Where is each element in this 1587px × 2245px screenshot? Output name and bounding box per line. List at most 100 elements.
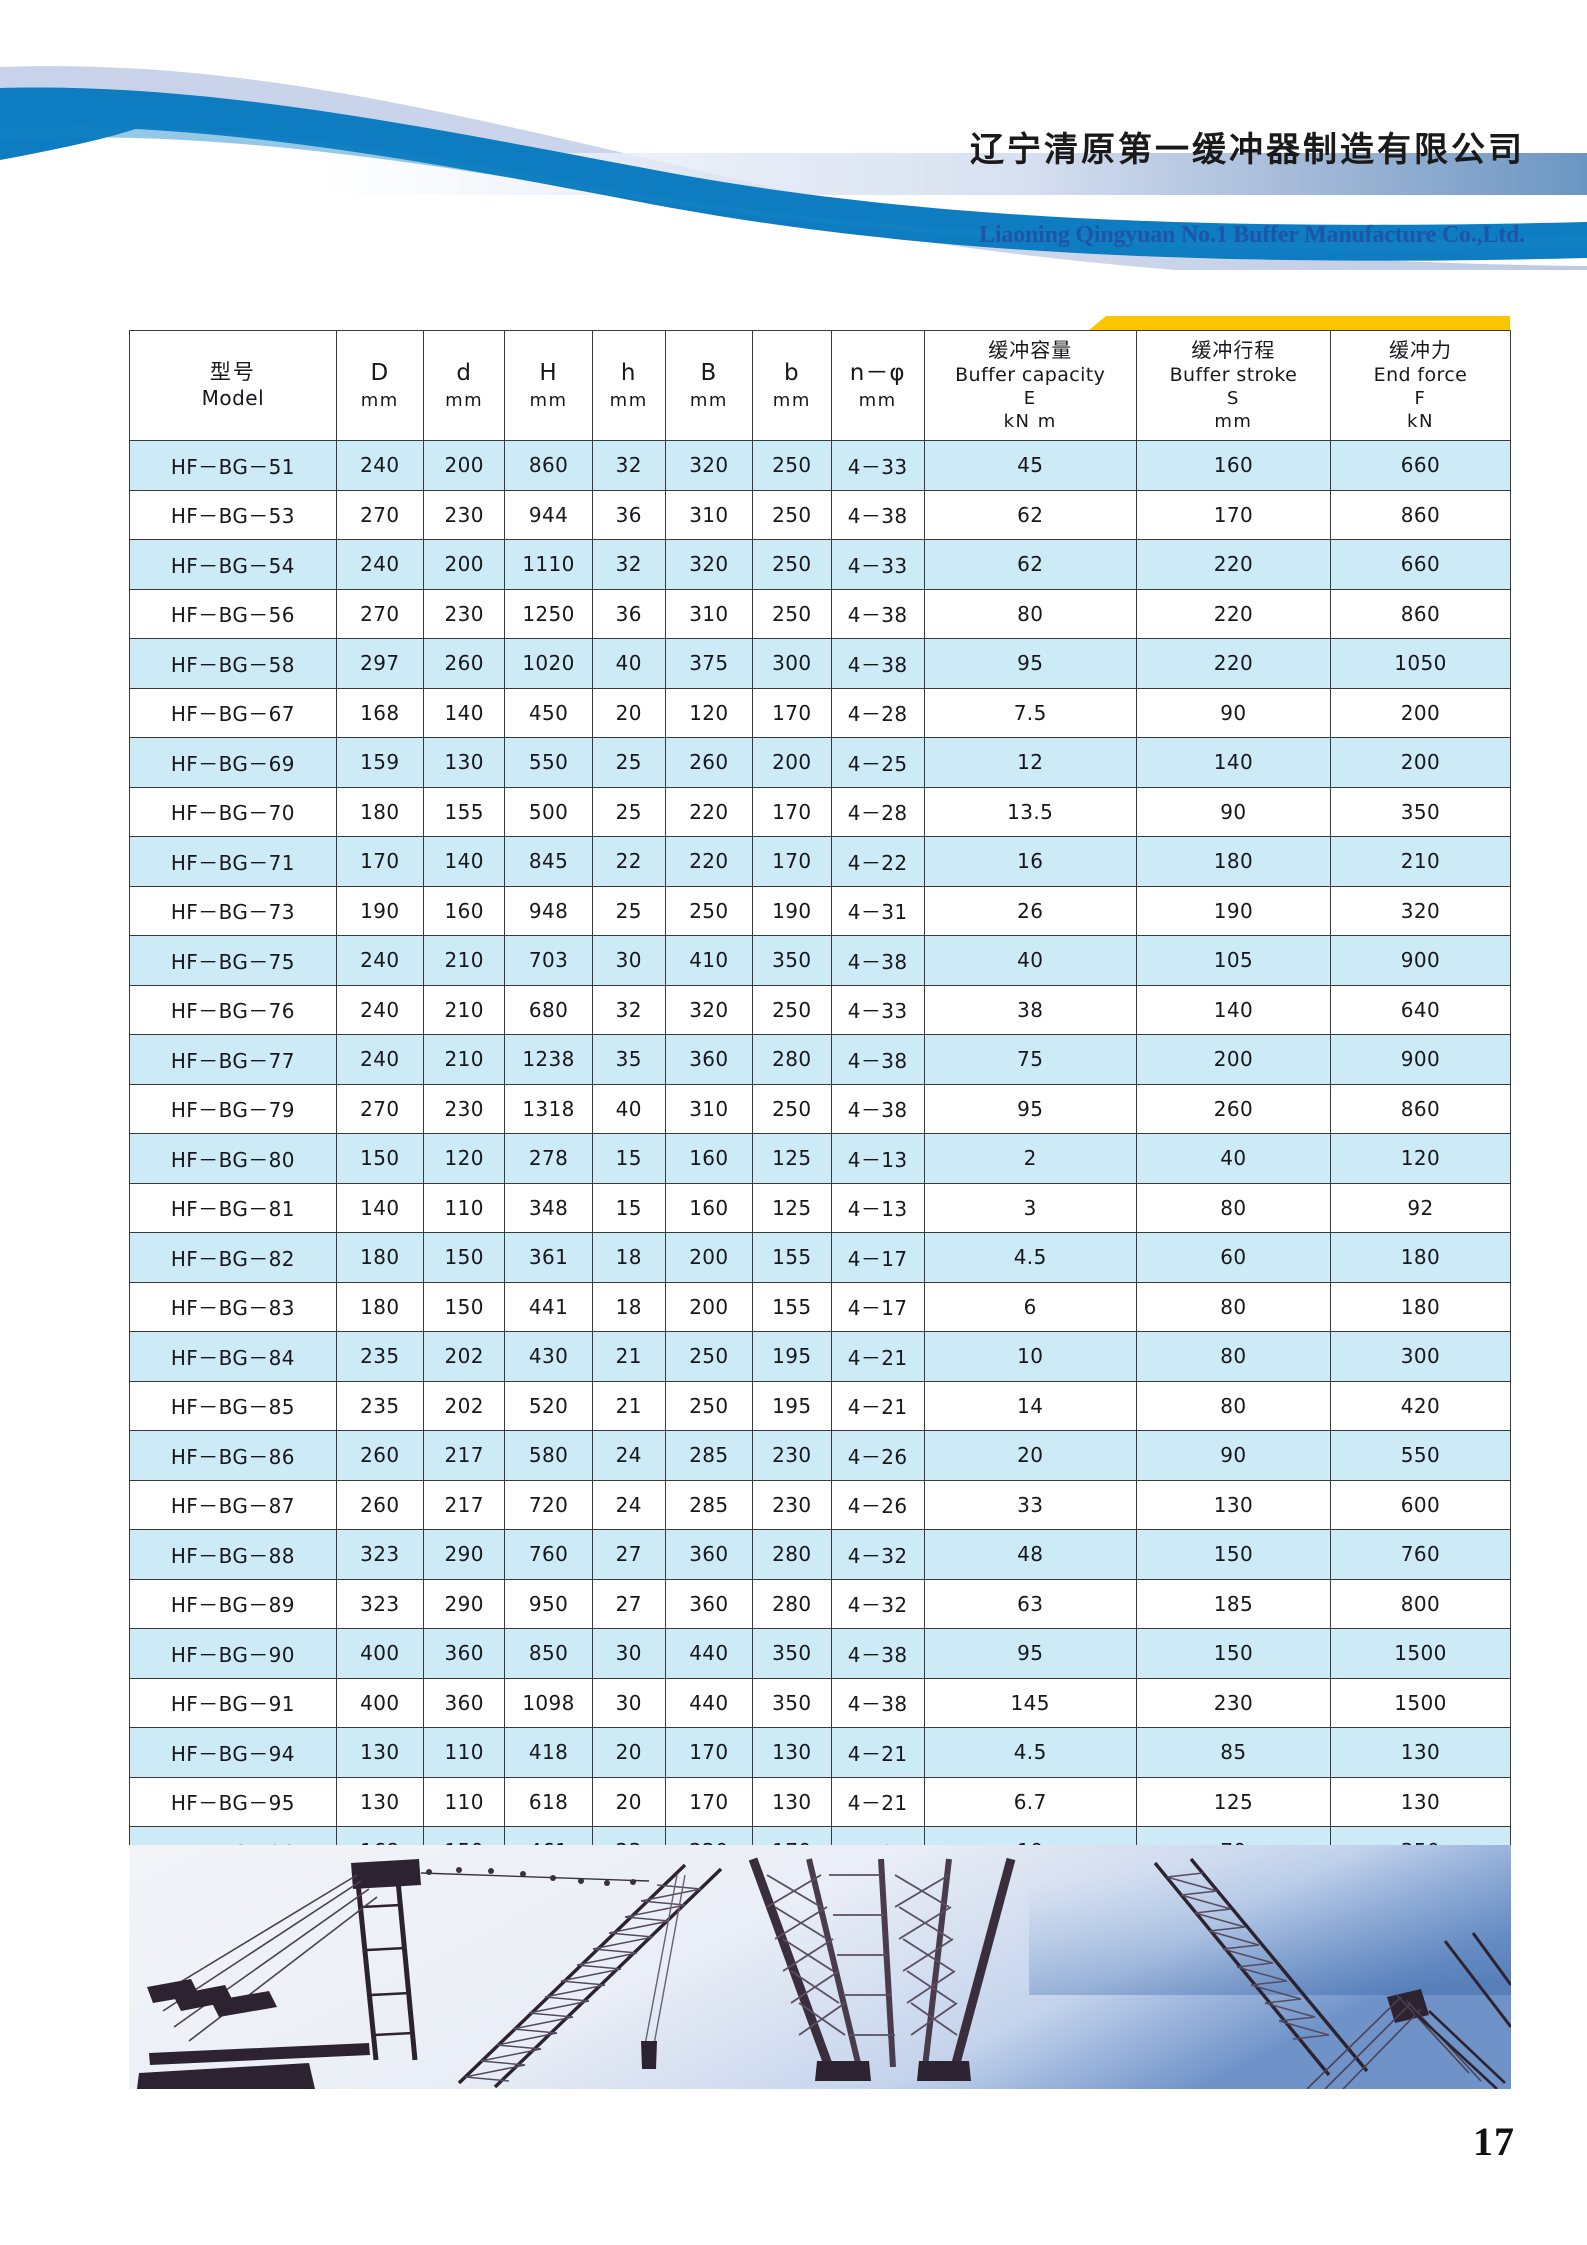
table-row: HF－BG－70 180 155 500 25 220 170 4－28 13.5 90 350 — [129, 786, 1512, 837]
cell-B: 440 — [664, 1677, 753, 1728]
cell-H: 860 — [504, 440, 593, 491]
table-row: HF－BG－51 240 200 860 32 320 250 4－33 45 160 660 — [129, 440, 1512, 491]
cell-D: 130 — [335, 1776, 424, 1827]
table-row: HF－BG－95 130 110 618 20 170 130 4－21 6.7 125 130 — [129, 1776, 1512, 1827]
cell-model: HF－BG－82 — [129, 1232, 337, 1283]
cell-E: 26 — [923, 885, 1137, 936]
cell-h: 18 — [591, 1232, 666, 1283]
cell-F: 860 — [1329, 1083, 1512, 1134]
cell-d: 260 — [422, 638, 506, 689]
table-row: HF－BG－87 260 217 720 24 285 230 4－26 33 130 600 — [129, 1479, 1512, 1530]
cell-E: 75 — [923, 1034, 1137, 1085]
cell-E: 12 — [923, 737, 1137, 788]
cell-n_phi: 4－28 — [830, 687, 925, 738]
cell-D: 240 — [335, 440, 424, 491]
col-header-H: H mm — [504, 330, 593, 441]
cell-n_phi: 4－21 — [830, 1331, 925, 1382]
cell-d: 140 — [422, 687, 506, 738]
cell-F: 860 — [1329, 489, 1512, 540]
cell-H: 580 — [504, 1430, 593, 1481]
cell-b: 250 — [751, 440, 832, 491]
cell-F: 350 — [1329, 786, 1512, 837]
cell-B: 440 — [664, 1628, 753, 1679]
cell-F: 130 — [1329, 1727, 1512, 1778]
table-row: HF－BG－81 140 110 348 15 160 125 4－13 3 80 92 — [129, 1182, 1512, 1233]
cell-D: 235 — [335, 1380, 424, 1431]
cell-E: 13.5 — [923, 786, 1137, 837]
cell-D: 240 — [335, 984, 424, 1035]
cell-n_phi: 4－21 — [830, 1776, 925, 1827]
table-row: HF－BG－88 323 290 760 27 360 280 4－32 48 150 760 — [129, 1529, 1512, 1580]
cell-h: 20 — [591, 1776, 666, 1827]
table-row: HF－BG－91 400 360 1098 30 440 350 4－38 145 230 1500 — [129, 1677, 1512, 1728]
cell-E: 38 — [923, 984, 1137, 1035]
cell-H: 1110 — [504, 539, 593, 590]
cell-model: HF－BG－51 — [129, 440, 337, 491]
cell-H: 450 — [504, 687, 593, 738]
col-header-D-symbol: D — [370, 360, 390, 387]
cell-n_phi: 4－17 — [830, 1281, 925, 1332]
cell-E: 14 — [923, 1380, 1137, 1431]
cell-S: 90 — [1135, 687, 1331, 738]
cell-F: 1050 — [1329, 638, 1512, 689]
cell-h: 27 — [591, 1529, 666, 1580]
cell-model: HF－BG－73 — [129, 885, 337, 936]
cell-D: 270 — [335, 588, 424, 639]
cell-d: 290 — [422, 1529, 506, 1580]
cell-H: 703 — [504, 935, 593, 986]
cell-F: 640 — [1329, 984, 1512, 1035]
cell-D: 400 — [335, 1628, 424, 1679]
cell-S: 260 — [1135, 1083, 1331, 1134]
col-header-h-unit: mm — [609, 389, 648, 411]
cell-H: 348 — [504, 1182, 593, 1233]
cell-d: 202 — [422, 1331, 506, 1382]
cell-model: HF－BG－94 — [129, 1727, 337, 1778]
col-header-b-unit: mm — [772, 389, 811, 411]
table-row: HF－BG－69 159 130 550 25 260 200 4－25 12 140 200 — [129, 737, 1512, 788]
table-row: HF－BG－67 168 140 450 20 120 170 4－28 7.5 90 200 — [129, 687, 1512, 738]
cell-B: 320 — [664, 984, 753, 1035]
col-header-h-symbol: h — [620, 360, 637, 387]
yellow-accent-tab — [1088, 316, 1510, 331]
cell-h: 24 — [591, 1479, 666, 1530]
cell-S: 40 — [1135, 1133, 1331, 1184]
cell-h: 21 — [591, 1380, 666, 1431]
col-header-buffer-stroke-en: Buffer stroke — [1169, 364, 1298, 387]
cell-d: 110 — [422, 1776, 506, 1827]
cell-h: 22 — [591, 836, 666, 887]
cell-n_phi: 4－38 — [830, 588, 925, 639]
cell-H: 1250 — [504, 588, 593, 639]
cell-B: 170 — [664, 1776, 753, 1827]
col-header-D-unit: mm — [360, 389, 399, 411]
cell-D: 260 — [335, 1479, 424, 1530]
cell-S: 140 — [1135, 737, 1331, 788]
cell-n_phi: 4－38 — [830, 638, 925, 689]
cell-S: 85 — [1135, 1727, 1331, 1778]
cell-F: 1500 — [1329, 1677, 1512, 1728]
cell-b: 155 — [751, 1281, 832, 1332]
cell-B: 410 — [664, 935, 753, 986]
cell-b: 250 — [751, 984, 832, 1035]
table-row: HF－BG－75 240 210 703 30 410 350 4－38 40 105 900 — [129, 935, 1512, 986]
cell-model: HF－BG－91 — [129, 1677, 337, 1728]
cell-F: 180 — [1329, 1281, 1512, 1332]
cell-d: 360 — [422, 1677, 506, 1728]
cell-E: 62 — [923, 489, 1137, 540]
cell-b: 195 — [751, 1380, 832, 1431]
cell-F: 420 — [1329, 1380, 1512, 1431]
cell-n_phi: 4－38 — [830, 935, 925, 986]
cell-n_phi: 4－38 — [830, 1083, 925, 1134]
cell-b: 350 — [751, 935, 832, 986]
cell-D: 240 — [335, 539, 424, 590]
cell-S: 230 — [1135, 1677, 1331, 1728]
table-row: HF－BG－71 170 140 845 22 220 170 4－22 16 180 210 — [129, 836, 1512, 887]
cell-b: 195 — [751, 1331, 832, 1382]
cell-E: 4.5 — [923, 1232, 1137, 1283]
cell-n_phi: 4－33 — [830, 984, 925, 1035]
col-header-H-symbol: H — [539, 360, 558, 387]
cell-B: 220 — [664, 836, 753, 887]
cell-E: 33 — [923, 1479, 1137, 1530]
cell-n_phi: 4－38 — [830, 489, 925, 540]
cell-h: 24 — [591, 1430, 666, 1481]
table-row: HF－BG－94 130 110 418 20 170 130 4－21 4.5 85 130 — [129, 1727, 1512, 1778]
